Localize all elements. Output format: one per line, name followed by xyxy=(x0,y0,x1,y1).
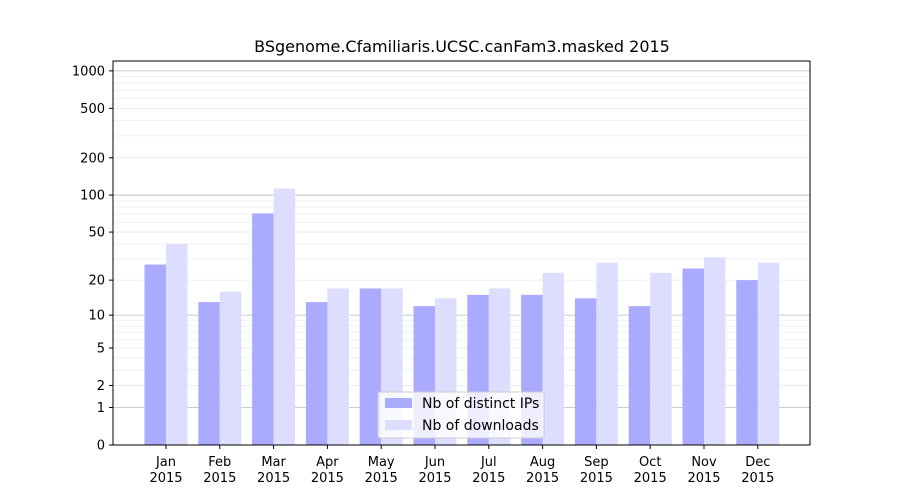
x-tick-label-year: 2015 xyxy=(526,471,559,486)
x-tick-label-year: 2015 xyxy=(472,471,505,486)
x-tick-label-year: 2015 xyxy=(634,471,667,486)
bar-downloads xyxy=(273,188,296,445)
plot-frame xyxy=(112,60,811,446)
chart-title: BSgenome.Cfamiliaris.UCSC.canFam3.masked… xyxy=(254,37,670,56)
bar-downloads xyxy=(650,272,672,445)
x-tick-label-year: 2015 xyxy=(311,471,344,486)
x-tick-label-year: 2015 xyxy=(687,471,720,486)
x-tick-label-year: 2015 xyxy=(741,471,774,486)
y-tick-label: 1 xyxy=(97,401,105,416)
legend-label-downloads: Nb of downloads xyxy=(422,418,539,434)
x-tick-label-month: Mar xyxy=(261,455,286,470)
bar-distinct-ips xyxy=(574,298,597,445)
x-tick-label-month: Dec xyxy=(745,455,770,470)
y-tick-label: 10 xyxy=(88,309,105,324)
bar-distinct-ips xyxy=(305,302,328,445)
bar-distinct-ips xyxy=(198,302,220,445)
bar-downloads xyxy=(704,257,726,445)
y-tick-label: 5 xyxy=(97,341,105,356)
legend-label-distinct-ips: Nb of distinct IPs xyxy=(422,396,539,412)
x-tick-label-month: Jun xyxy=(424,455,445,470)
legend-box xyxy=(377,391,545,439)
x-tick-label-month: Apr xyxy=(316,455,339,470)
x-tick-label-year: 2015 xyxy=(203,471,236,486)
x-tick-label-month: Jul xyxy=(480,455,497,470)
y-tick-label: 100 xyxy=(80,189,105,204)
bar-downloads xyxy=(327,288,349,445)
bar-distinct-ips xyxy=(144,264,166,445)
y-tick-label: 1000 xyxy=(72,64,105,79)
x-tick-label-year: 2015 xyxy=(149,471,182,486)
y-tick-label: 2 xyxy=(97,379,105,394)
bar-downloads xyxy=(166,243,188,445)
bar-downloads xyxy=(596,262,618,445)
legend-swatch-distinct-ips xyxy=(385,398,412,408)
y-tick-label: 200 xyxy=(80,151,105,166)
legend: Nb of distinct IPs Nb of downloads xyxy=(377,391,545,439)
x-tick-label-month: Sep xyxy=(584,455,609,470)
bar-distinct-ips xyxy=(628,306,651,445)
legend-swatch-downloads xyxy=(385,420,412,430)
x-tick-label-year: 2015 xyxy=(365,471,398,486)
bar-distinct-ips xyxy=(682,268,704,445)
bar-distinct-ips xyxy=(359,288,382,445)
y-axis: 0 1 2 5 10 20 50 100 200 500 1000 xyxy=(72,64,113,454)
x-tick-label-year: 2015 xyxy=(580,471,613,486)
x-tick-label-year: 2015 xyxy=(418,471,451,486)
x-tick-label-year: 2015 xyxy=(257,471,290,486)
x-tick-label-month: Jan xyxy=(155,455,176,470)
bar-downloads xyxy=(542,272,565,445)
x-tick-label-month: Oct xyxy=(639,455,661,470)
bar-distinct-ips xyxy=(736,280,758,445)
bar-distinct-ips xyxy=(252,213,274,445)
x-tick-label-month: Feb xyxy=(208,455,231,470)
x-tick-label-month: May xyxy=(368,455,395,470)
y-tick-label: 500 xyxy=(80,102,105,117)
y-tick-label: 0 xyxy=(97,439,105,454)
y-tick-label: 50 xyxy=(88,226,105,241)
y-tick-label: 20 xyxy=(88,274,105,289)
x-tick-label-month: Nov xyxy=(691,455,717,470)
bar-downloads xyxy=(219,291,242,445)
x-axis: Jan2015Feb2015Mar2015Apr2015May2015Jun20… xyxy=(149,445,774,486)
x-tick-label-month: Aug xyxy=(530,455,555,470)
bar-downloads xyxy=(757,262,780,445)
